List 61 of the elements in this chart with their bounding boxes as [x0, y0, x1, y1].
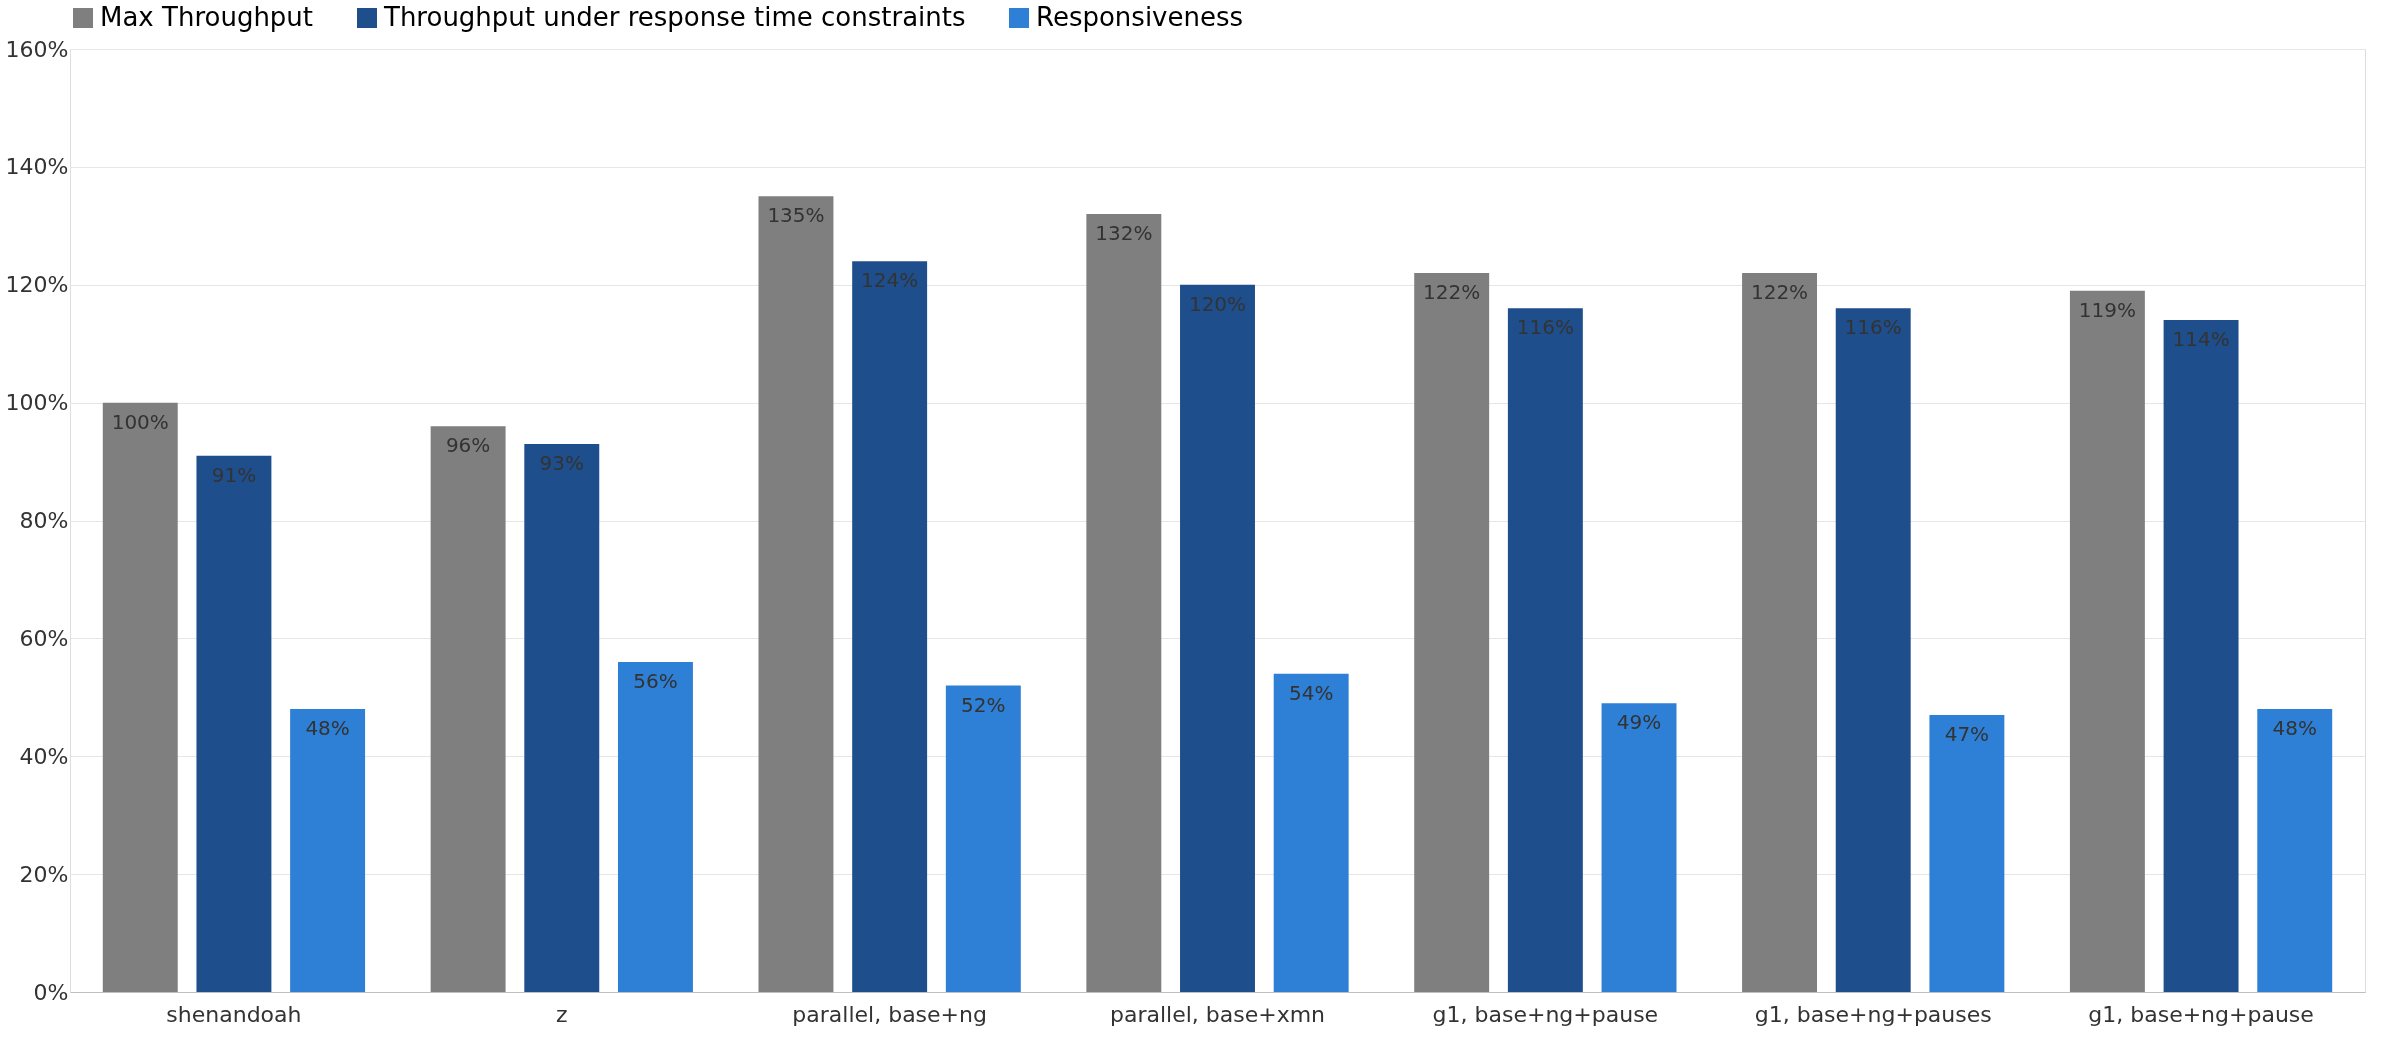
bar — [524, 443, 600, 992]
x-tick-label: g1, base+ng+pause — [2088, 1001, 2314, 1027]
data-label: 49% — [1616, 710, 1662, 735]
bar — [945, 685, 1021, 992]
y-tick-label: 0% — [33, 979, 69, 1005]
bar — [102, 402, 178, 992]
y-tick-label: 140% — [5, 154, 69, 180]
y-tick-label: 160% — [5, 36, 69, 62]
data-label: 122% — [1750, 279, 1809, 304]
x-tick-label: g1, base+ng+pause — [1432, 1001, 1659, 1027]
data-label: 122% — [1423, 279, 1481, 304]
x-tick-label: shenandoah — [166, 1001, 302, 1027]
data-label: 96% — [445, 433, 491, 458]
bar — [1929, 714, 2005, 992]
data-label: 48% — [2272, 716, 2317, 741]
data-label: 56% — [633, 668, 678, 693]
x-tick-label: parallel, base+xmn — [1109, 1001, 1326, 1027]
y-tick-label: 20% — [19, 861, 69, 887]
bar — [758, 196, 834, 992]
x-tick-label: z — [556, 1001, 568, 1027]
bar — [1086, 214, 1162, 992]
bar — [290, 709, 366, 992]
data-label: 116% — [1844, 315, 1902, 340]
data-label: 93% — [539, 450, 585, 475]
bar — [430, 426, 506, 992]
bar — [1742, 272, 1818, 992]
data-label: 54% — [1288, 680, 1334, 705]
x-tick-label: parallel, base+ng — [792, 1001, 987, 1027]
bar — [2257, 709, 2333, 992]
data-label: 100% — [111, 409, 169, 434]
y-tick-label: 80% — [19, 508, 69, 533]
bar — [617, 661, 693, 992]
x-tick-label: g1, base+ng+pauses — [1754, 1001, 1992, 1027]
data-label: 124% — [861, 268, 919, 293]
y-tick-label: 60% — [19, 625, 69, 651]
data-label: 132% — [1095, 221, 1153, 246]
bar — [852, 261, 928, 992]
data-label: 116% — [1516, 315, 1574, 340]
data-label: 47% — [1944, 721, 1990, 746]
bar — [1835, 308, 1911, 992]
data-label: 48% — [305, 716, 350, 741]
bar — [1273, 673, 1349, 992]
data-label: 119% — [2078, 297, 2136, 322]
data-label: 120% — [1188, 291, 1247, 316]
bar — [2163, 320, 2239, 992]
y-tick-label: 100% — [5, 390, 69, 416]
y-tick-label: 120% — [5, 272, 69, 298]
bar — [1601, 703, 1677, 992]
legend-label: Responsiveness — [1036, 2, 1244, 32]
data-label: 135% — [767, 203, 825, 228]
data-label: 52% — [961, 692, 1006, 717]
bar — [196, 455, 272, 992]
legend-label: Throughput under response time constraints — [383, 2, 966, 32]
y-tick-label: 40% — [19, 743, 69, 769]
bar — [2069, 290, 2145, 992]
bar — [1414, 272, 1490, 992]
bar — [1180, 284, 1255, 992]
data-label: 91% — [211, 462, 257, 487]
legend-label: Max Throughput — [100, 2, 314, 32]
data-label: 114% — [2172, 327, 2230, 352]
bar — [1507, 308, 1583, 992]
